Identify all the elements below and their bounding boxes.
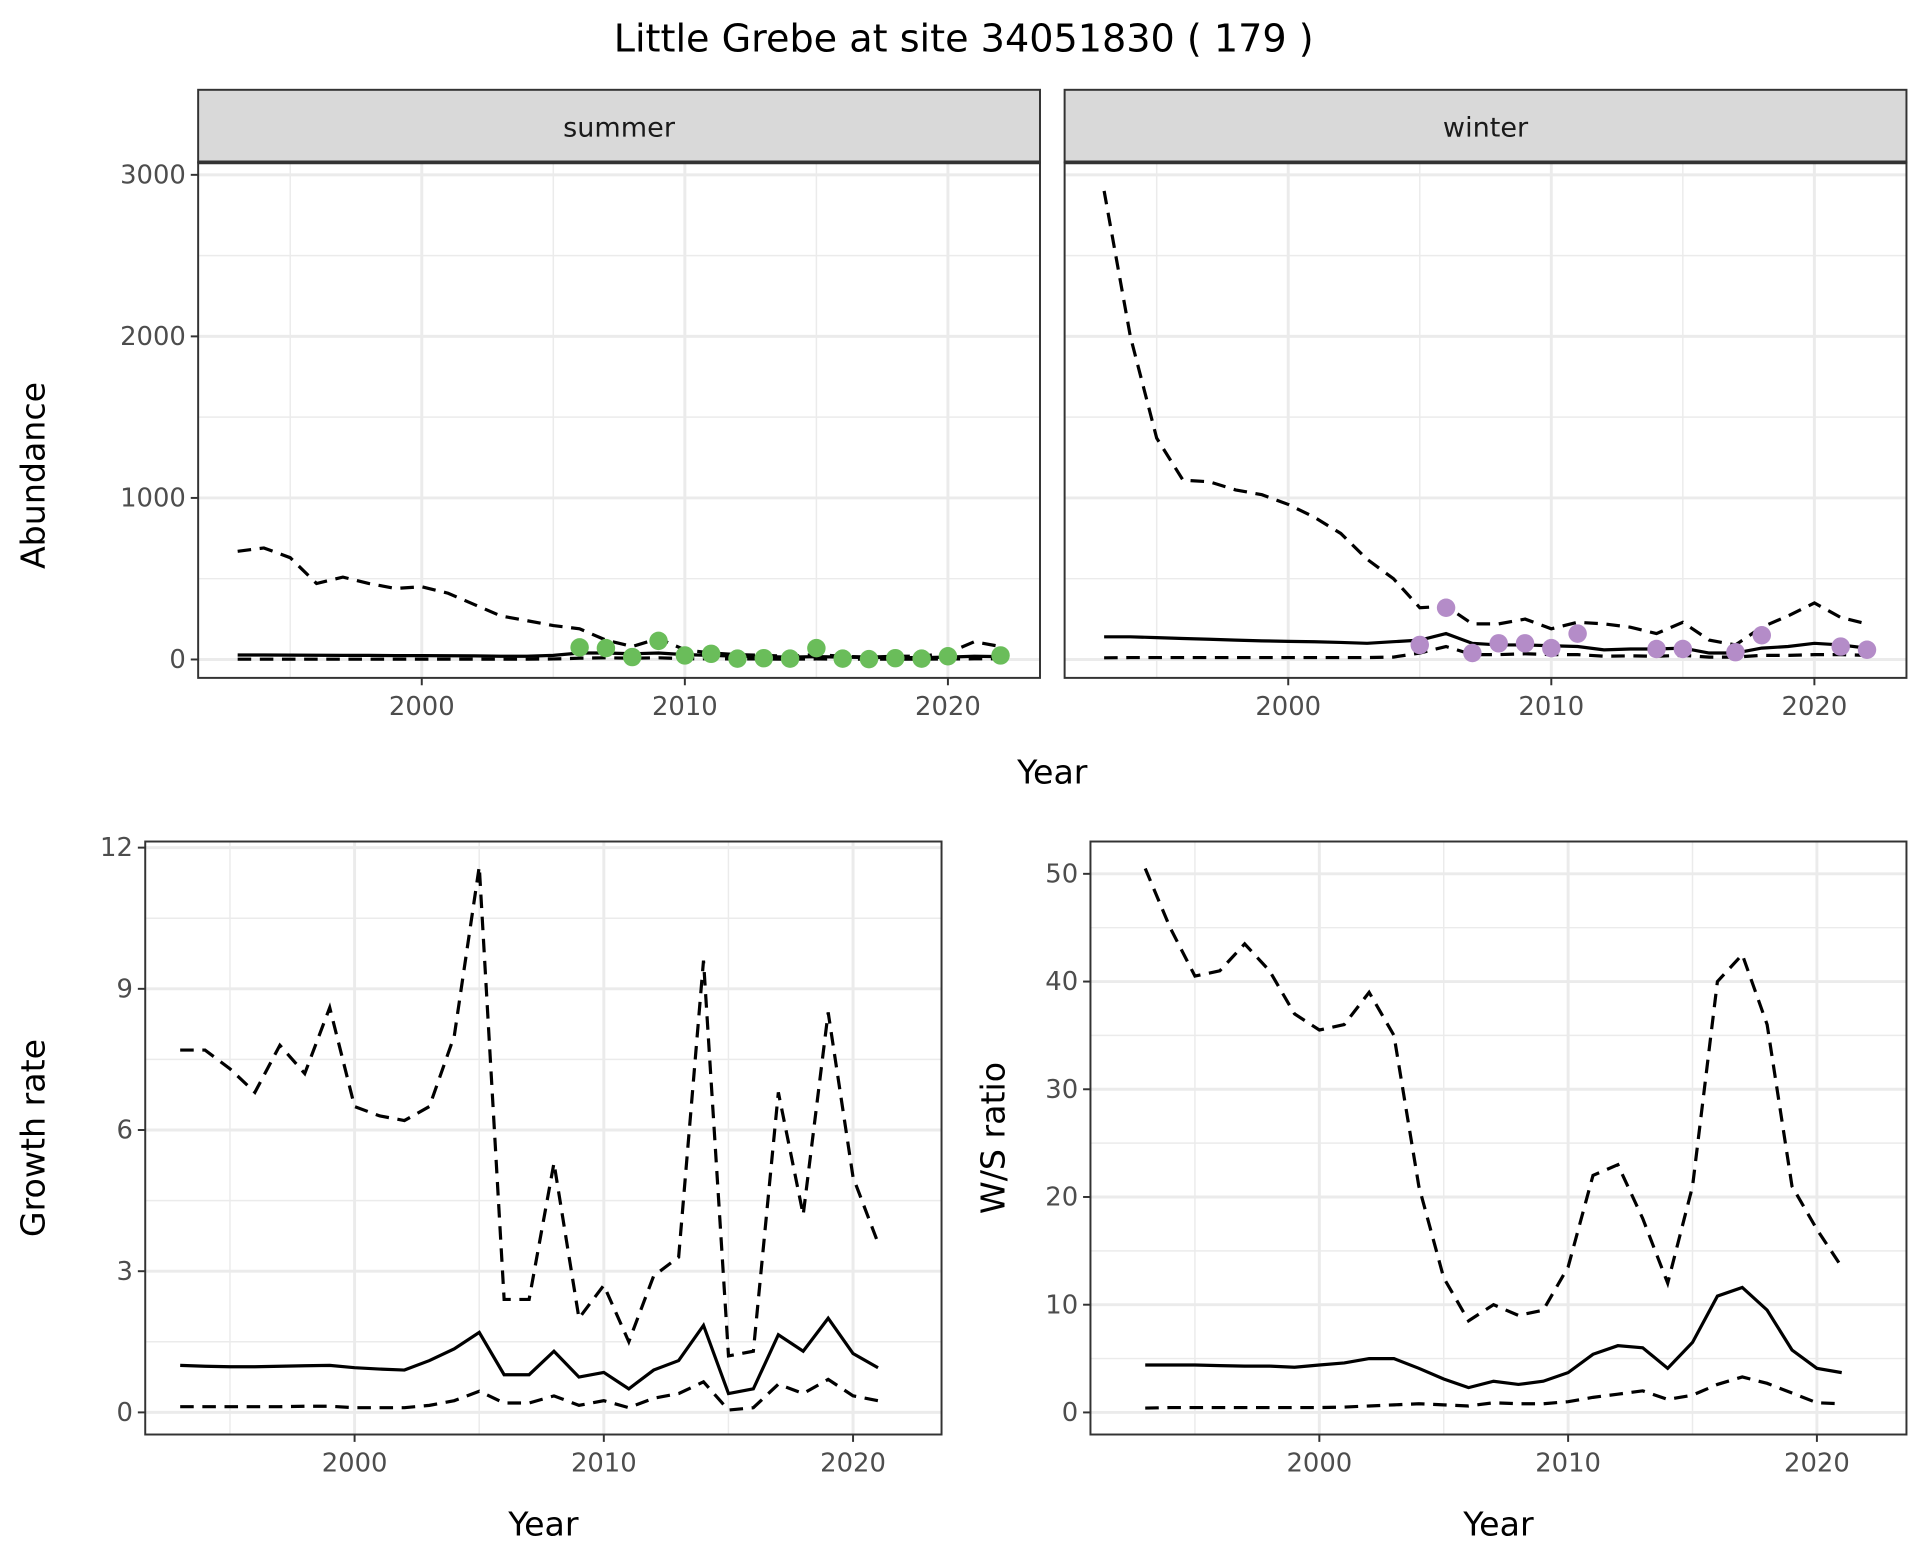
panel-summer: summer 0 1000 2000 3000 Abundance 2000 2010 2020… [13, 88, 1088, 792]
y-tick-label: 2000 [120, 322, 186, 352]
panel-border [1089, 840, 1908, 1436]
data-point [938, 647, 958, 666]
series-line-upper [237, 546, 1001, 659]
series-line-mean [180, 1315, 879, 1396]
data-point [728, 649, 747, 668]
y-tick-label: 10 [1045, 1290, 1078, 1320]
series-line-upper [1143, 867, 1844, 1324]
y-axis-label: Growth rate [13, 1039, 52, 1237]
y-tick-label: 3 [116, 1257, 132, 1287]
x-axis-label: Year [507, 1504, 579, 1543]
data-point [1515, 634, 1535, 653]
data-point [596, 638, 616, 658]
x-tick-label: 2000 [389, 692, 455, 722]
panel-winter: winter 2000 2010 2020 [1063, 88, 1908, 722]
series-line-lower [180, 1377, 879, 1412]
data-point [833, 649, 852, 668]
y-tick-label: 20 [1045, 1183, 1078, 1213]
y-tick-label: 3000 [120, 160, 186, 190]
data-point [623, 647, 642, 667]
data-point [570, 638, 589, 657]
data-point [1542, 638, 1561, 658]
y-tick-label: 6 [116, 1116, 132, 1146]
x-tick-label: 2020 [1782, 692, 1848, 722]
data-point [1410, 635, 1429, 655]
x-tick-label: 2020 [1784, 1448, 1850, 1478]
y-tick-label: 0 [1062, 1398, 1078, 1428]
y-tick-label: 0 [169, 645, 185, 675]
data-point [701, 644, 721, 664]
y-tick-label: 0 [116, 1398, 132, 1428]
x-tick-label: 2000 [1255, 692, 1321, 722]
x-tick-label: 2000 [322, 1448, 388, 1478]
data-point [1752, 626, 1771, 645]
series-line-lower [1104, 644, 1867, 660]
x-axis-label: Year [1016, 753, 1088, 792]
strip-label: winter [1443, 113, 1529, 144]
panel-w-s-ratio: 0 10 20 30 40 50 W/S ratio 2000 2010 2020 Year [973, 840, 1908, 1543]
x-tick-label: 2010 [652, 692, 718, 722]
data-point [1463, 643, 1482, 663]
y-tick-label: 30 [1045, 1075, 1078, 1105]
facet-strip [1063, 88, 1908, 164]
data-point [1647, 639, 1666, 659]
data-point [1673, 639, 1693, 659]
data-point [1857, 640, 1877, 660]
data-point [1726, 642, 1745, 662]
y-tick-label: 40 [1045, 967, 1078, 997]
data-point [1436, 598, 1456, 618]
panel-border [197, 161, 1041, 679]
x-tick-label: 2010 [571, 1448, 637, 1478]
strip-label: summer [563, 113, 676, 144]
data-point [1831, 637, 1850, 656]
x-axis-label: Year [1462, 1504, 1534, 1543]
data-point [1489, 634, 1508, 653]
data-point [807, 638, 826, 658]
data-point [886, 648, 905, 668]
panel-border [1063, 161, 1908, 679]
y-axis-label: Abundance [13, 382, 52, 569]
y-tick-label: 12 [100, 833, 133, 863]
y-tick-label: 50 [1045, 859, 1078, 889]
y-axis-label: W/S ratio [973, 1062, 1012, 1214]
x-tick-label: 2010 [1535, 1448, 1601, 1478]
data-point [649, 631, 668, 651]
series-line-mean [1145, 1285, 1842, 1390]
panel-border [144, 840, 943, 1436]
data-point [754, 648, 773, 668]
data-point [859, 649, 879, 669]
series-line-upper [1102, 190, 1868, 647]
data-point [991, 646, 1010, 665]
panel-growth-rate: 0 3 6 9 12 Growth rate 2000 2010 2020 Year [13, 833, 943, 1543]
x-tick-label: 2020 [915, 692, 981, 722]
data-point [912, 649, 931, 668]
y-tick-label: 9 [116, 974, 132, 1004]
data-point [675, 646, 695, 665]
x-tick-label: 2020 [820, 1448, 886, 1478]
y-tick-label: 1000 [120, 484, 186, 514]
data-point [780, 649, 800, 668]
data-point [1568, 624, 1587, 643]
series-line-mean [1104, 631, 1868, 655]
x-tick-label: 2000 [1286, 1448, 1352, 1478]
series-line-lower [1145, 1375, 1842, 1410]
series-line-lower [237, 656, 1001, 661]
facet-strip [197, 88, 1041, 164]
figure-title: Little Grebe at site 34051830 ( 179 ) [614, 17, 1314, 61]
x-tick-label: 2010 [1518, 692, 1584, 722]
series-line-upper [180, 866, 880, 1358]
